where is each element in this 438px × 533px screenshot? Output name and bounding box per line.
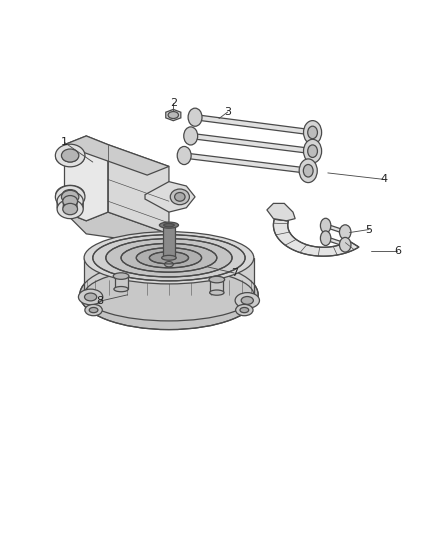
Polygon shape [325,237,346,246]
Ellipse shape [55,144,85,167]
Text: 8: 8 [96,296,103,306]
Ellipse shape [63,204,78,215]
Ellipse shape [184,127,198,145]
Ellipse shape [149,252,188,264]
Ellipse shape [304,165,313,177]
Ellipse shape [114,287,128,292]
Ellipse shape [236,304,253,316]
Ellipse shape [188,108,202,126]
Ellipse shape [63,196,78,207]
Polygon shape [273,219,359,256]
Ellipse shape [57,198,83,215]
Ellipse shape [165,262,173,267]
Ellipse shape [162,255,176,260]
Ellipse shape [62,190,78,200]
Polygon shape [195,115,313,135]
Polygon shape [108,144,169,234]
Polygon shape [184,153,308,173]
Polygon shape [64,136,169,175]
Ellipse shape [84,232,254,284]
Ellipse shape [240,308,249,313]
Ellipse shape [85,293,97,301]
Polygon shape [267,204,295,221]
Ellipse shape [209,276,225,283]
Polygon shape [115,276,127,289]
Ellipse shape [57,199,83,219]
Ellipse shape [235,293,259,308]
Ellipse shape [321,219,331,233]
Text: 2: 2 [170,98,177,108]
Ellipse shape [308,145,318,157]
Ellipse shape [304,120,321,144]
Ellipse shape [136,248,201,268]
Ellipse shape [61,149,79,162]
Ellipse shape [308,126,318,139]
Text: 1: 1 [61,138,68,148]
Ellipse shape [57,192,83,211]
Ellipse shape [56,148,85,166]
Polygon shape [84,258,254,295]
Ellipse shape [113,273,129,279]
Ellipse shape [93,235,245,281]
Ellipse shape [84,269,254,321]
Ellipse shape [159,222,179,228]
Ellipse shape [339,225,351,239]
Ellipse shape [106,239,232,277]
Ellipse shape [339,237,351,252]
Ellipse shape [160,259,178,270]
Ellipse shape [57,195,83,212]
Ellipse shape [78,289,103,305]
Text: 7: 7 [231,268,238,278]
Ellipse shape [170,189,189,205]
Ellipse shape [210,290,224,295]
Polygon shape [145,182,195,212]
Ellipse shape [168,111,179,118]
Ellipse shape [241,296,253,304]
Ellipse shape [62,152,78,162]
Ellipse shape [63,199,77,208]
Ellipse shape [177,147,191,165]
Ellipse shape [321,231,331,246]
Text: 5: 5 [366,224,373,235]
Ellipse shape [164,223,174,227]
Ellipse shape [89,308,98,313]
Polygon shape [64,212,169,243]
Polygon shape [325,224,346,234]
Ellipse shape [80,260,258,329]
Ellipse shape [56,185,85,204]
Ellipse shape [175,192,185,201]
Polygon shape [166,109,181,120]
Ellipse shape [304,139,321,163]
Polygon shape [210,279,223,293]
Text: 3: 3 [224,107,231,117]
Ellipse shape [63,202,77,211]
Polygon shape [191,133,313,154]
Ellipse shape [55,185,85,208]
Text: 4: 4 [381,174,388,184]
Polygon shape [64,136,108,221]
Ellipse shape [299,159,317,183]
Ellipse shape [61,190,79,204]
Text: 6: 6 [394,246,401,256]
Ellipse shape [121,244,217,272]
Polygon shape [163,225,175,258]
Ellipse shape [85,304,102,316]
